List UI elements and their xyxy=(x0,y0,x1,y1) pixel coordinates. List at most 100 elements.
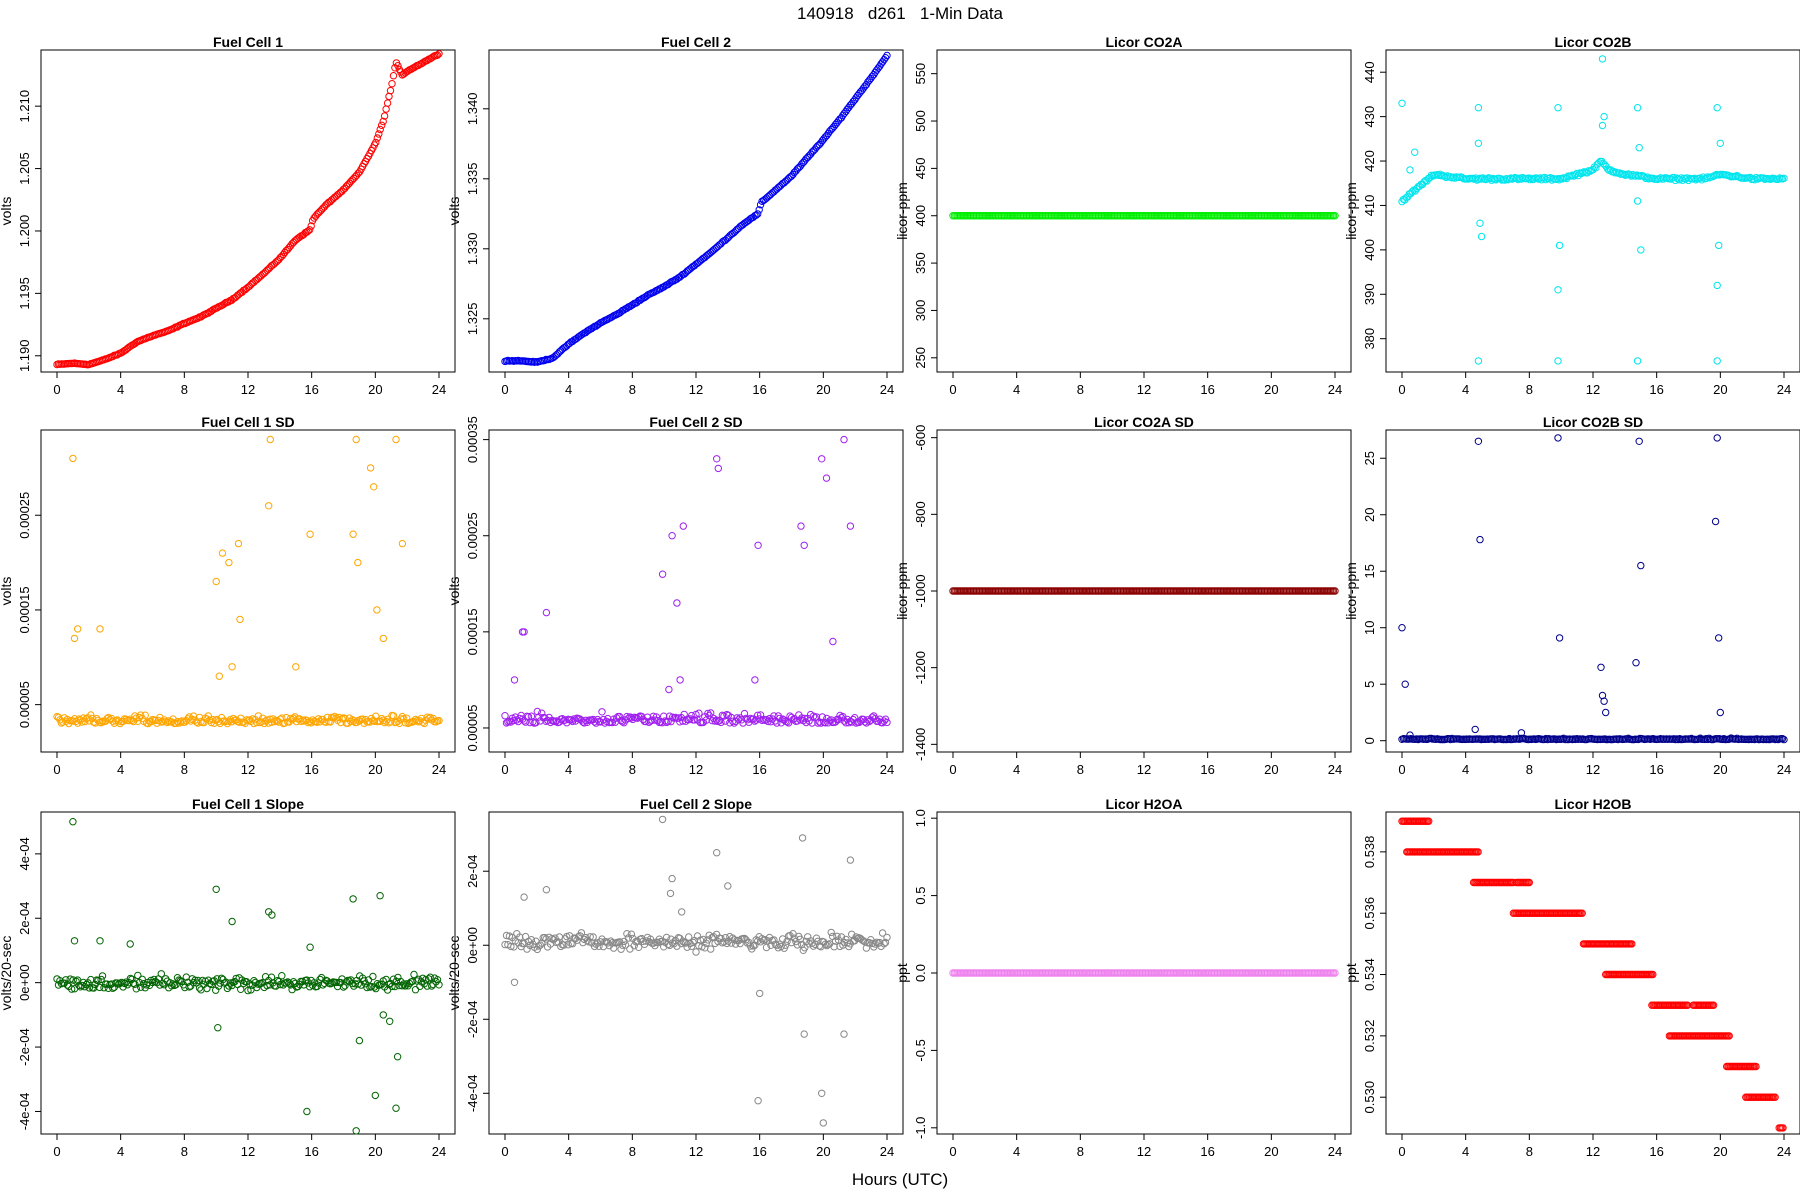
x-tick-label: 0 xyxy=(53,762,60,777)
data-point xyxy=(1554,434,1562,442)
data-point xyxy=(389,72,398,80)
data-point xyxy=(867,936,875,944)
y-tick-label: 0.538 xyxy=(1362,836,1377,869)
panel-title: Fuel Cell 2 xyxy=(661,34,731,50)
data-point xyxy=(1448,734,1456,743)
data-point xyxy=(754,1097,762,1105)
x-tick-label: 0 xyxy=(1398,1144,1405,1159)
data-point xyxy=(225,558,233,567)
x-tick-label: 12 xyxy=(241,1144,255,1159)
x-tick-label: 12 xyxy=(1137,1144,1151,1159)
panel-co2a: Licor CO2A licor-ppm 0 4 8 12 16 20 24 250 300 350 4… xyxy=(894,34,1352,397)
data-point xyxy=(1720,735,1728,743)
data-point xyxy=(1715,241,1723,250)
data-point xyxy=(228,663,236,671)
x-tick-label: 0 xyxy=(949,1144,956,1159)
data-point xyxy=(137,711,145,719)
y-tick-label: 440 xyxy=(1362,61,1377,83)
data-point xyxy=(426,973,434,981)
x-tick-label: 12 xyxy=(241,382,255,397)
y-axis-label: volts/20-sec xyxy=(446,936,462,1011)
data-points xyxy=(1398,434,1788,744)
data-point xyxy=(268,911,276,919)
panel-title: Licor CO2A SD xyxy=(1094,414,1194,430)
data-point xyxy=(1474,139,1483,148)
data-point xyxy=(690,716,699,724)
x-tick-label: 16 xyxy=(752,382,766,397)
data-point xyxy=(1555,241,1564,250)
y-tick-label: 0.0 xyxy=(913,964,928,982)
data-point xyxy=(307,222,315,230)
data-point xyxy=(74,625,82,633)
x-tick-label: 8 xyxy=(629,762,636,777)
plot-frame xyxy=(1385,811,1800,1135)
data-point xyxy=(1474,437,1483,445)
y-tick-label: 0.00035 xyxy=(465,416,480,463)
data-point xyxy=(754,711,762,719)
y-tick-label: 0.5 xyxy=(913,887,928,905)
x-tick-label: 24 xyxy=(1777,762,1791,777)
data-point xyxy=(1779,1124,1787,1132)
data-point xyxy=(665,685,673,694)
data-point xyxy=(70,937,79,945)
data-point xyxy=(328,979,336,987)
data-points xyxy=(949,212,1339,220)
data-point xyxy=(1398,99,1406,108)
data-point xyxy=(306,226,314,234)
data-point xyxy=(751,676,759,684)
data-point xyxy=(263,981,271,990)
data-point xyxy=(840,1030,848,1038)
x-tick-label: 8 xyxy=(181,762,188,777)
data-point xyxy=(266,435,274,444)
data-point xyxy=(801,714,809,723)
data-point xyxy=(371,1091,379,1100)
x-tick-label: 0 xyxy=(501,762,508,777)
data-point xyxy=(755,206,763,214)
data-point xyxy=(878,929,887,937)
data-point xyxy=(819,1119,827,1127)
y-tick-label: 0.534 xyxy=(1362,958,1377,991)
y-tick-label: 0.00015 xyxy=(17,586,32,633)
y-tick-label: 1.340 xyxy=(465,93,480,126)
data-point xyxy=(1715,634,1723,642)
data-point xyxy=(1711,517,1720,526)
data-point xyxy=(852,719,860,727)
data-point xyxy=(717,718,725,727)
data-point xyxy=(306,943,314,951)
data-point xyxy=(507,942,515,951)
panel-title: Fuel Cell 1 SD xyxy=(201,414,294,430)
data-point xyxy=(1778,735,1787,743)
data-point xyxy=(1716,139,1725,148)
x-tick-label: 20 xyxy=(1264,382,1278,397)
x-tick-label: 12 xyxy=(1586,762,1600,777)
data-point xyxy=(548,935,556,943)
data-point xyxy=(367,982,376,991)
data-point xyxy=(98,972,107,980)
data-point xyxy=(113,979,121,987)
data-point xyxy=(103,980,111,988)
x-tick-label: 4 xyxy=(1462,762,1469,777)
data-point xyxy=(658,815,667,824)
plot-frame xyxy=(488,49,904,373)
data-point xyxy=(1425,817,1433,825)
y-tick-label: 0.530 xyxy=(1362,1081,1377,1114)
data-point xyxy=(630,942,638,950)
data-point xyxy=(542,886,551,894)
y-tick-label: 1.0 xyxy=(913,809,928,827)
data-point xyxy=(842,719,850,727)
y-tick-label: -2e-04 xyxy=(465,1000,480,1038)
x-tick-label: 20 xyxy=(368,382,382,397)
y-axis-label: volts xyxy=(446,577,462,606)
data-point xyxy=(428,982,436,990)
data-point xyxy=(673,599,681,607)
data-point xyxy=(349,895,357,903)
data-point xyxy=(577,929,586,937)
data-point xyxy=(1406,731,1414,739)
data-point xyxy=(563,932,571,941)
data-point xyxy=(126,940,134,948)
data-point xyxy=(1716,708,1725,717)
panel-fc2: Fuel Cell 2 volts 0 4 8 12 16 20 24 1.325 1.330 1.3… xyxy=(446,34,904,397)
data-point xyxy=(125,716,133,725)
data-point xyxy=(338,715,346,723)
x-tick-label: 4 xyxy=(565,1144,572,1159)
